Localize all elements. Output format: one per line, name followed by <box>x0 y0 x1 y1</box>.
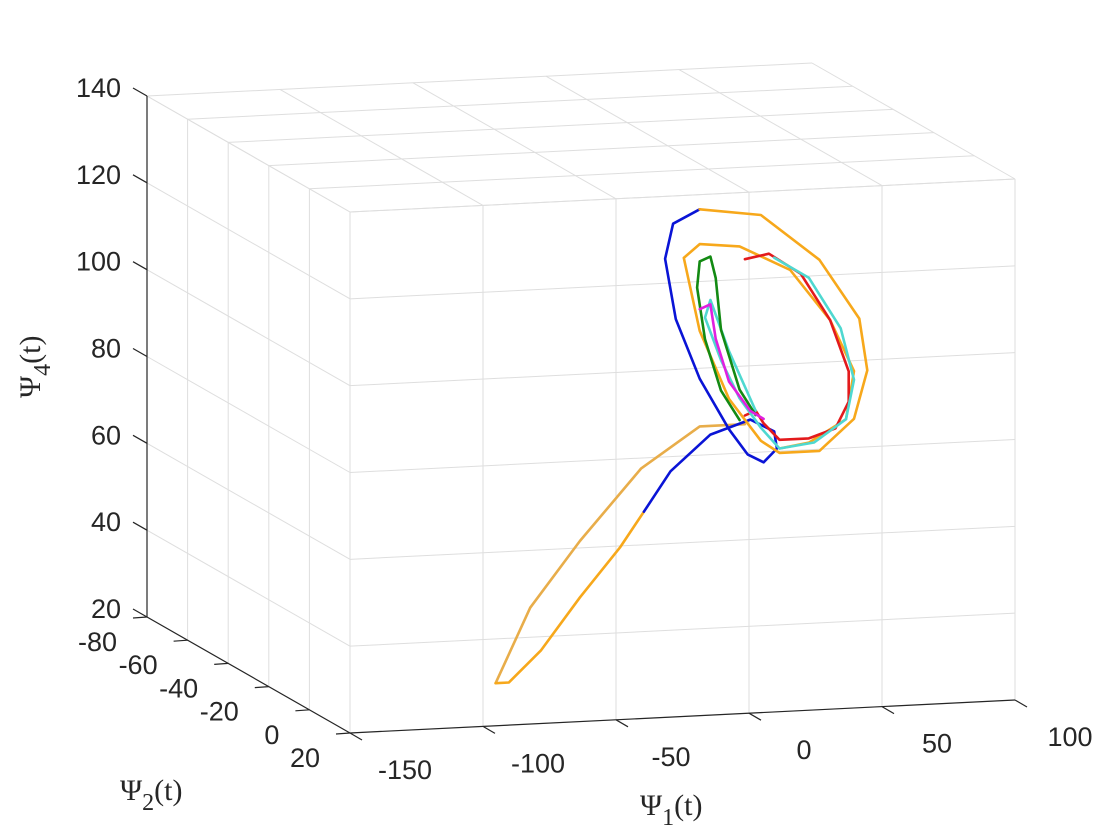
y-tick-label: -20 <box>200 697 239 727</box>
tick-labels: -150 -100 -50 0 50 100 -80-60-40-20 0 20 20 40 60 80… <box>76 73 1093 785</box>
grid-line <box>146 62 813 97</box>
x-tick-label: 100 <box>1047 722 1092 752</box>
z-tick <box>132 87 148 97</box>
trajectory <box>698 302 765 421</box>
z-tick <box>132 521 148 531</box>
grid-line <box>146 182 351 300</box>
z-tick-label: 120 <box>76 160 121 190</box>
z-label-suffix: (t) <box>14 336 47 364</box>
z-tick <box>132 608 148 618</box>
trajectory <box>703 256 856 450</box>
grid <box>146 62 1016 734</box>
x-tick-label: 50 <box>922 729 952 759</box>
grid-line <box>146 95 351 213</box>
grid-line <box>349 612 1016 647</box>
trajectory <box>695 255 757 422</box>
x-axis-line <box>349 699 1016 734</box>
z-tick <box>132 347 148 358</box>
grid-line <box>309 155 975 190</box>
y-tick <box>132 616 148 619</box>
y-tick-label: -80 <box>78 627 117 657</box>
grid-line <box>349 178 1016 213</box>
grid-line <box>349 525 1016 560</box>
x-tick <box>748 712 762 721</box>
x-tick <box>615 719 629 728</box>
grid-line <box>678 69 883 187</box>
plot-area <box>494 208 869 685</box>
grid-line <box>349 265 1016 300</box>
y-label-subscript: 2 <box>142 790 154 816</box>
x-tick-label: -50 <box>651 742 690 772</box>
y-tick <box>254 686 269 689</box>
grid-line <box>349 439 1016 473</box>
z-tick-label: 60 <box>91 420 121 450</box>
grid-line <box>146 269 351 387</box>
x-axis-label: Ψ1(t) <box>640 789 702 831</box>
x-tick <box>482 725 496 734</box>
grid-line <box>146 356 351 473</box>
z-tick-label: 80 <box>91 334 121 364</box>
grid-line <box>811 62 1016 180</box>
axes <box>132 87 1028 741</box>
grid-line <box>279 88 484 206</box>
x-label-symbol: Ψ <box>640 789 663 822</box>
z-label-symbol: Ψ <box>14 375 47 398</box>
x-tick-label: -150 <box>378 755 432 785</box>
x-tick <box>349 732 363 741</box>
grid-line <box>349 352 1016 387</box>
z-label-subscript: 4 <box>30 364 56 376</box>
z-tick-label: 40 <box>91 507 121 537</box>
grid-line <box>545 75 750 193</box>
grid-line <box>412 82 617 200</box>
y-axis-label: Ψ2(t) <box>120 774 182 816</box>
x-tick <box>1014 699 1028 708</box>
y-tick-label: -40 <box>159 673 198 703</box>
trajectory <box>642 208 779 514</box>
y-tick-label: 20 <box>290 743 320 773</box>
z-tick-label: 20 <box>91 594 121 624</box>
z-tick <box>132 434 148 444</box>
grid-line <box>146 529 351 647</box>
y-tick <box>214 662 229 665</box>
x-label-subscript: 1 <box>662 805 674 831</box>
trajectory <box>494 510 646 685</box>
x-tick-label: 0 <box>796 735 811 765</box>
x-label-suffix: (t) <box>674 789 702 822</box>
z-tick <box>132 261 148 271</box>
z-tick <box>132 174 148 184</box>
z-axis-label: Ψ4(t) <box>14 336 56 398</box>
trajectory <box>494 422 747 685</box>
x-tick <box>881 706 895 715</box>
grid-line <box>268 132 934 167</box>
y-label-suffix: (t) <box>154 774 182 807</box>
z-tick-label: 140 <box>76 73 121 103</box>
y-tick <box>173 639 188 642</box>
grid-line <box>146 442 351 560</box>
z-tick-label: 100 <box>76 247 121 277</box>
y-tick-label: 0 <box>264 720 279 750</box>
y-tick <box>295 709 310 712</box>
y-tick <box>335 732 351 735</box>
grid-line <box>228 108 894 143</box>
y-label-symbol: Ψ <box>120 774 143 807</box>
y-axis-line <box>146 616 351 734</box>
y-tick-label: -60 <box>119 650 158 680</box>
x-tick-label: -100 <box>511 748 565 778</box>
grid-line <box>187 85 853 120</box>
